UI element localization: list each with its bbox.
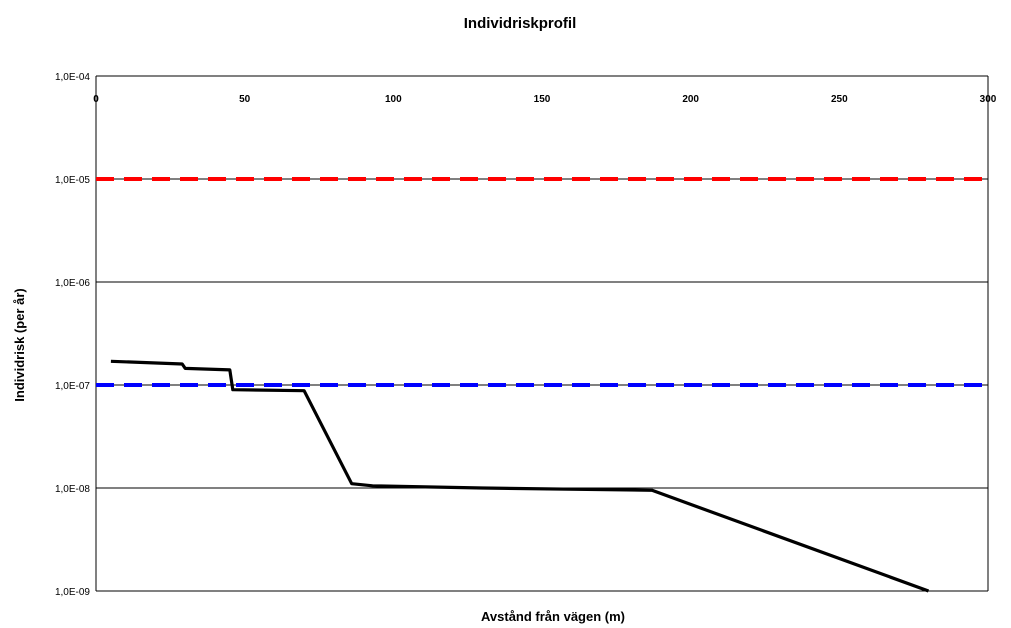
x-tick-label: 0: [93, 94, 99, 105]
y-tick-label: 1,0E-04: [55, 72, 90, 83]
x-tick-label: 100: [385, 94, 402, 105]
y-tick-label: 1,0E-06: [55, 278, 90, 289]
x-tick-label: 150: [534, 94, 551, 105]
x-tick-label: 300: [980, 94, 997, 105]
x-tick-label: 250: [831, 94, 848, 105]
plot-area: 1,0E-04 1,0E-05 1,0E-06 1,0E-07 1,0E-08 1,0E-…: [55, 72, 997, 598]
x-axis-label: Avstånd från vägen (m): [481, 609, 625, 624]
y-tick-label: 1,0E-09: [55, 587, 90, 598]
risk-profile-line: [110, 359, 930, 593]
y-tick-label: 1,0E-07: [55, 381, 90, 392]
x-tick-label: 200: [682, 94, 699, 105]
chart-title: Individriskprofil: [464, 15, 577, 32]
y-tick-label: 1,0E-05: [55, 175, 90, 186]
y-axis-label: Individrisk (per år): [12, 288, 27, 401]
x-tick-label: 50: [239, 94, 251, 105]
y-tick-label: 1,0E-08: [55, 484, 90, 495]
